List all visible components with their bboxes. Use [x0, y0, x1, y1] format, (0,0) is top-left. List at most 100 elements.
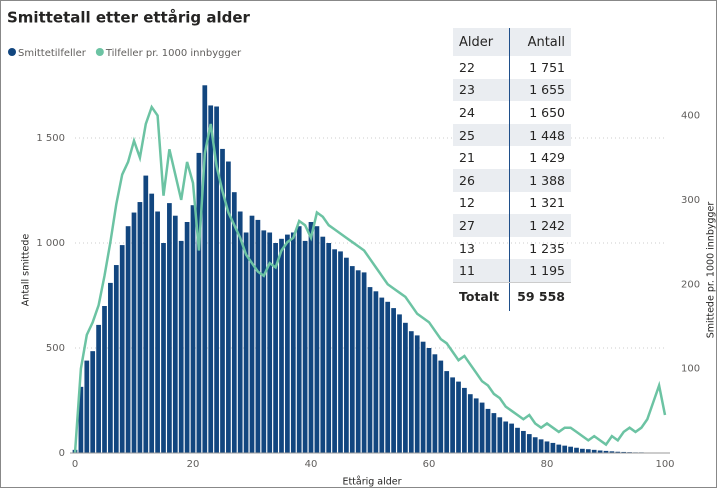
bar: [290, 232, 296, 453]
table-row: Alder Antall: [453, 28, 571, 56]
bar: [526, 434, 532, 453]
bar: [261, 230, 267, 453]
y-tick-label: 1 000: [36, 238, 65, 249]
bar: [615, 451, 621, 453]
bar: [621, 451, 627, 453]
bar: [355, 270, 361, 453]
table-cell: Totalt: [459, 289, 500, 305]
bar: [231, 192, 237, 453]
bar: [296, 226, 302, 453]
bar: [462, 387, 467, 453]
table-row: 26 1 388: [453, 168, 571, 192]
table-row: 13 1 235: [453, 236, 571, 260]
table-cell: 27: [459, 217, 475, 233]
bar: [432, 354, 438, 453]
bar: [84, 360, 90, 453]
x-axis-title: Ettårig alder: [342, 477, 401, 488]
legend-label: Tilfeller pr. 1000 innbygger: [105, 48, 242, 59]
bar: [509, 423, 514, 453]
chart-title: Smittetall etter ettårig alder: [7, 9, 251, 27]
bar: [450, 377, 455, 453]
x-tick-label: 40: [305, 459, 318, 470]
bar: [349, 266, 355, 453]
table-cell: 1 195: [508, 259, 571, 282]
bar: [320, 236, 326, 453]
bar: [78, 386, 84, 453]
y2-tick-label: 400: [681, 111, 700, 122]
table-cell: 1 751: [508, 56, 571, 79]
bar: [574, 447, 579, 453]
bar: [403, 322, 408, 453]
table-cell: 25: [459, 127, 475, 143]
bar: [503, 421, 509, 453]
y2-axis-title: Smittede pr. 1000 innbygger: [706, 202, 717, 339]
table: Alder Antall 22 1 751 23 1 655 24 1 650 25 1 448 2…: [453, 28, 571, 311]
bar: [491, 413, 497, 453]
bar: [308, 222, 314, 453]
y2-tick-label: 100: [681, 364, 700, 375]
table-cell: 24: [459, 104, 475, 120]
table-row: 21 1 429: [453, 146, 571, 169]
table-cell: 26: [459, 172, 475, 188]
table-cell: 1 235: [508, 236, 571, 260]
bar: [603, 450, 609, 453]
bar: [367, 287, 373, 453]
bar: [279, 238, 284, 453]
x-tick-label: 0: [72, 459, 78, 470]
table-cell: 1 388: [508, 168, 571, 192]
bar: [479, 402, 485, 453]
bar: [467, 394, 473, 453]
bar: [426, 348, 432, 453]
bar: [420, 341, 426, 453]
table-cell: 1 655: [508, 78, 571, 102]
bar: [178, 240, 184, 453]
bar: [338, 251, 343, 453]
x-tick-label: 100: [655, 459, 674, 470]
y-tick-label: 0: [59, 448, 65, 459]
bar: [379, 297, 385, 453]
bar: [556, 444, 562, 453]
bar: [314, 226, 320, 453]
table-row: 23 1 655: [453, 78, 571, 102]
table-cell: 1 650: [508, 101, 571, 124]
bar: [414, 335, 420, 453]
bar: [172, 215, 178, 453]
bar: [344, 257, 349, 453]
bar: [408, 331, 414, 453]
table-cell: 21: [459, 150, 475, 166]
table-cell: Alder: [459, 34, 494, 50]
bar: [326, 243, 332, 453]
bar: [438, 360, 444, 453]
bar: [515, 427, 520, 453]
bar: [591, 449, 597, 453]
bar: [161, 243, 166, 453]
bar: [102, 306, 107, 453]
bar: [609, 451, 615, 453]
bar: [108, 282, 113, 453]
bar: [273, 243, 278, 453]
y2-tick-label: 200: [681, 279, 700, 290]
table-row: 12 1 321: [453, 191, 571, 215]
bar: [391, 308, 396, 453]
table-cell: 1 242: [508, 214, 571, 237]
line: [73, 104, 667, 454]
bar: [597, 450, 603, 453]
table-cell: 22: [459, 59, 475, 75]
table-cell: Antall: [508, 28, 571, 56]
bar: [497, 417, 503, 453]
table-row: Totalt 59 558: [453, 281, 571, 311]
bar: [255, 219, 261, 453]
bar: [267, 232, 273, 453]
bar: [485, 408, 491, 453]
bar: [143, 175, 149, 453]
bar: [538, 439, 544, 453]
x-tick-label: 80: [541, 459, 554, 470]
bar: [544, 441, 550, 453]
bar: [137, 202, 143, 453]
bar: [521, 430, 526, 453]
bar: [444, 371, 450, 453]
bar: [208, 105, 214, 453]
bar: [562, 445, 568, 453]
